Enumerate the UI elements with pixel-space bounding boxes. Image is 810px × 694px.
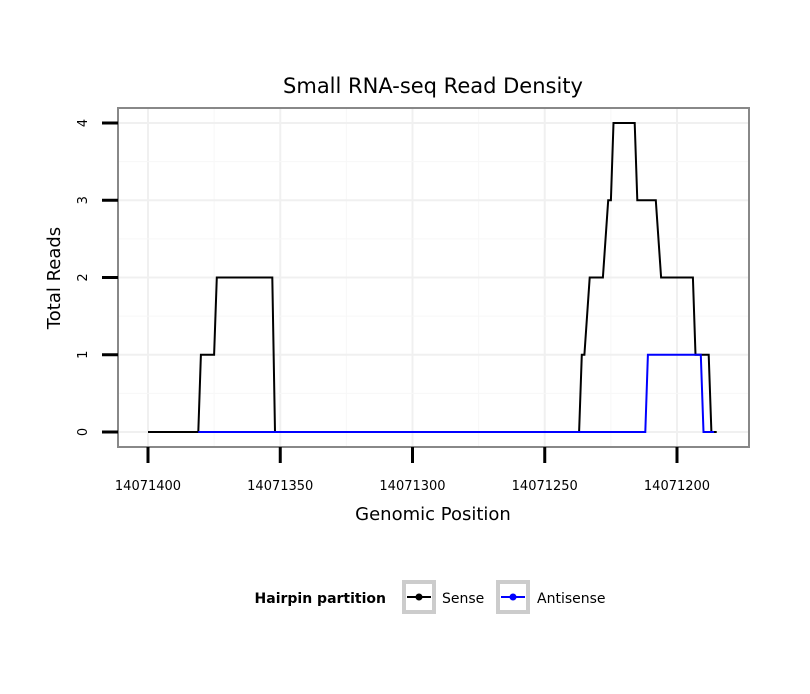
chart-title: Small RNA-seq Read Density [283,74,583,98]
legend: Hairpin partition Sense Antisense [255,580,606,614]
series-line-sense [148,122,717,433]
legend-title: Hairpin partition [255,591,386,607]
legend-label-sense: Sense [442,591,484,607]
y-tick-label: 2 [76,273,91,281]
y-tick-label: 1 [76,351,91,359]
x-tick-label: 14071350 [247,479,313,494]
y-tick-label: 3 [76,196,91,204]
x-tick-label: 14071250 [512,479,578,494]
series-line-antisense [198,353,714,433]
y-axis-label: Total Reads [44,227,65,330]
x-tick-label: 14071400 [115,479,181,494]
x-tick-label: 14071200 [644,479,710,494]
x-tick-label: 14071300 [379,479,445,494]
legend-key-marker-antisense [509,593,517,601]
legend-key-marker-sense [415,593,423,601]
x-axis: 14071400 14071350 14071300 14071250 14071200 [115,447,710,494]
y-tick-label: 4 [76,119,91,127]
x-axis-label: Genomic Position [355,504,511,525]
y-axis: 0 1 2 3 4 [76,119,118,436]
y-tick-label: 0 [76,428,91,436]
legend-label-antisense: Antisense [537,591,606,607]
series-group [148,122,717,433]
